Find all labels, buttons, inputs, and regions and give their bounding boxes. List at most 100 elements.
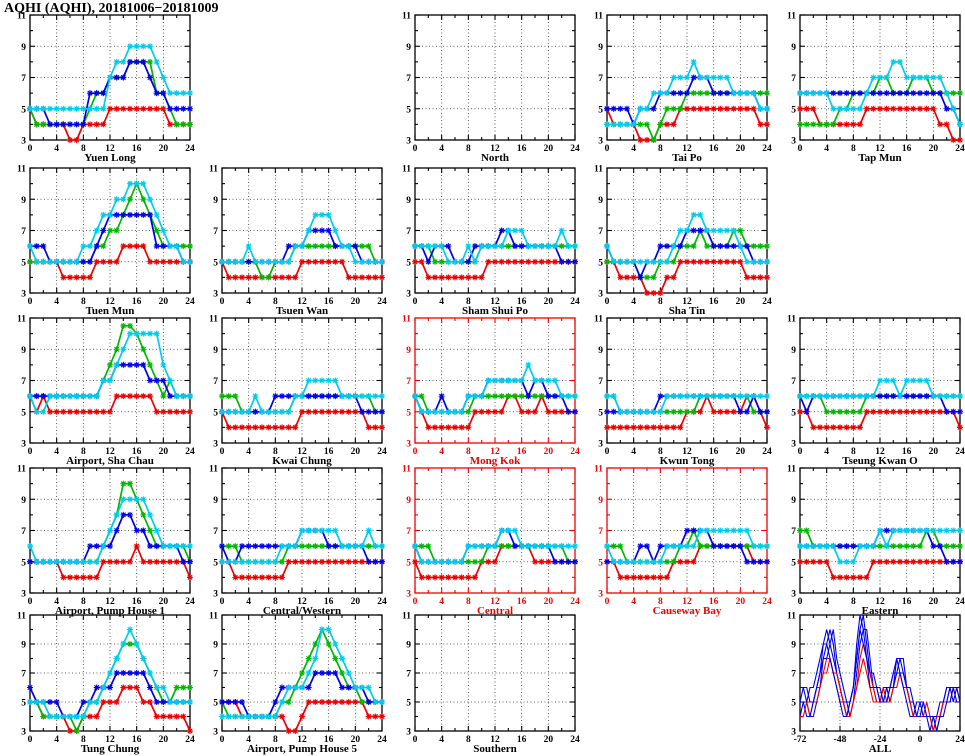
svg-text:9: 9 (406, 641, 411, 651)
chart-tsuen-wan: 0 4 8 12 16 20 24 3 5 7 9 11 Tsuen Wan (194, 163, 387, 318)
chart-sha-tin: 0 4 8 12 16 20 24 3 5 7 9 11 Sha Tin (579, 163, 772, 318)
svg-text:5: 5 (213, 408, 218, 418)
chart-svg-causeway-bay: 0 4 8 12 16 20 24 3 5 7 9 11 Causeway Bay (594, 465, 772, 618)
chart-yuen-long: 0 4 8 12 16 20 24 3 5 7 9 11 Yuen Long (2, 10, 195, 165)
svg-text:24: 24 (955, 597, 965, 607)
svg-text:4: 4 (246, 297, 251, 307)
svg-text:11: 11 (209, 165, 218, 175)
svg-text:12: 12 (490, 297, 500, 307)
svg-text:20: 20 (736, 597, 746, 607)
svg-text:8: 8 (658, 597, 663, 607)
svg-text:4: 4 (631, 597, 636, 607)
svg-text:11: 11 (402, 612, 411, 622)
svg-text:3: 3 (598, 440, 603, 450)
svg-text:20: 20 (351, 735, 361, 745)
chart-svg-central: 0 4 8 12 16 20 24 3 5 7 9 11 Central (402, 465, 580, 618)
svg-text:5: 5 (406, 558, 411, 568)
svg-text:5: 5 (21, 699, 26, 709)
svg-text:0: 0 (798, 144, 803, 154)
svg-text:24: 24 (185, 144, 195, 154)
svg-text:5: 5 (406, 258, 411, 268)
svg-text:12: 12 (105, 144, 115, 154)
svg-text:4: 4 (439, 597, 444, 607)
svg-text:16: 16 (517, 735, 527, 745)
svg-text:5: 5 (791, 558, 796, 568)
chart-title-tap-mun: Tap Mun (858, 152, 901, 164)
svg-text:24: 24 (185, 735, 195, 745)
svg-text:12: 12 (490, 735, 500, 745)
chart-causeway-bay: 0 4 8 12 16 20 24 3 5 7 9 11 Causeway Bay (579, 463, 772, 618)
svg-text:7: 7 (598, 527, 603, 537)
svg-text:4: 4 (631, 447, 636, 457)
chart-svg-airport-sha-chau: 0 4 8 12 16 20 24 3 5 7 9 11 Airport, Sha Chau (17, 315, 195, 468)
svg-text:8: 8 (851, 447, 856, 457)
svg-text:4: 4 (54, 447, 59, 457)
svg-text:0: 0 (220, 297, 225, 307)
svg-text:7: 7 (406, 527, 411, 537)
svg-text:7: 7 (406, 670, 411, 680)
svg-text:11: 11 (17, 465, 26, 475)
svg-text:16: 16 (132, 735, 142, 745)
chart-title-tung-chung: Tung Chung (81, 743, 140, 755)
svg-text:16: 16 (709, 597, 719, 607)
svg-text:5: 5 (406, 105, 411, 115)
svg-text:9: 9 (791, 641, 796, 651)
svg-text:16: 16 (902, 447, 912, 457)
svg-text:8: 8 (851, 597, 856, 607)
svg-text:0: 0 (413, 144, 418, 154)
svg-text:24: 24 (762, 297, 772, 307)
chart-mong-kok: 0 4 8 12 16 20 24 3 5 7 9 11 Mong Kok (387, 313, 580, 468)
svg-text:5: 5 (598, 558, 603, 568)
chart-airport-pump-house-5: 0 4 8 12 16 20 24 3 5 7 9 11 Airport, Pump House 5 (194, 610, 387, 756)
svg-text:0: 0 (605, 297, 610, 307)
svg-text:3: 3 (791, 440, 796, 450)
svg-text:5: 5 (598, 258, 603, 268)
chart-svg-sha-tin: 0 4 8 12 16 20 24 3 5 7 9 11 Sha Tin (594, 165, 772, 318)
svg-text:3: 3 (213, 728, 218, 738)
chart-title-tsuen-wan: Tsuen Wan (276, 305, 328, 317)
svg-text:20: 20 (929, 447, 939, 457)
svg-text:11: 11 (787, 612, 796, 622)
svg-text:0: 0 (413, 297, 418, 307)
svg-text:12: 12 (875, 597, 885, 607)
svg-text:7: 7 (21, 670, 26, 680)
svg-text:4: 4 (824, 144, 829, 154)
svg-text:3: 3 (406, 290, 411, 300)
chart-svg-tseung-kwan-o: 0 4 8 12 16 20 24 3 5 7 9 11 Tseung Kwan O (787, 315, 965, 468)
chart-eastern: 0 4 8 12 16 20 24 3 5 7 9 11 Eastern (772, 463, 965, 618)
svg-text:7: 7 (213, 227, 218, 237)
chart-svg-tsuen-wan: 0 4 8 12 16 20 24 3 5 7 9 11 Tsuen Wan (209, 165, 387, 318)
svg-text:8: 8 (466, 144, 471, 154)
svg-text:16: 16 (902, 597, 912, 607)
svg-text:4: 4 (439, 297, 444, 307)
chart-svg-mong-kok: 0 4 8 12 16 20 24 3 5 7 9 11 Mong Kok (402, 315, 580, 468)
svg-text:5: 5 (791, 699, 796, 709)
svg-text:-72: -72 (794, 735, 807, 745)
svg-text:0: 0 (918, 735, 923, 745)
svg-text:9: 9 (21, 196, 26, 206)
chart-title-tai-po: Tai Po (672, 152, 702, 164)
svg-text:20: 20 (929, 144, 939, 154)
svg-text:16: 16 (132, 144, 142, 154)
svg-text:11: 11 (594, 465, 603, 475)
svg-text:3: 3 (791, 590, 796, 600)
svg-text:7: 7 (213, 527, 218, 537)
svg-text:9: 9 (21, 496, 26, 506)
svg-text:9: 9 (598, 43, 603, 53)
svg-text:0: 0 (28, 597, 33, 607)
svg-text:3: 3 (406, 590, 411, 600)
chart-svg-tung-chung: 0 4 8 12 16 20 24 3 5 7 9 11 Tung Chung (17, 612, 195, 756)
svg-text:0: 0 (413, 447, 418, 457)
svg-text:12: 12 (105, 735, 115, 745)
svg-text:3: 3 (406, 728, 411, 738)
chart-title-sha-tin: Sha Tin (669, 305, 706, 317)
svg-text:8: 8 (658, 144, 663, 154)
svg-text:0: 0 (605, 144, 610, 154)
svg-text:20: 20 (159, 447, 169, 457)
svg-text:9: 9 (213, 641, 218, 651)
svg-text:4: 4 (54, 735, 59, 745)
chart-svg-yuen-long: 0 4 8 12 16 20 24 3 5 7 9 11 Yuen Long (17, 12, 195, 165)
svg-text:5: 5 (791, 408, 796, 418)
svg-text:0: 0 (605, 597, 610, 607)
svg-text:0: 0 (413, 597, 418, 607)
